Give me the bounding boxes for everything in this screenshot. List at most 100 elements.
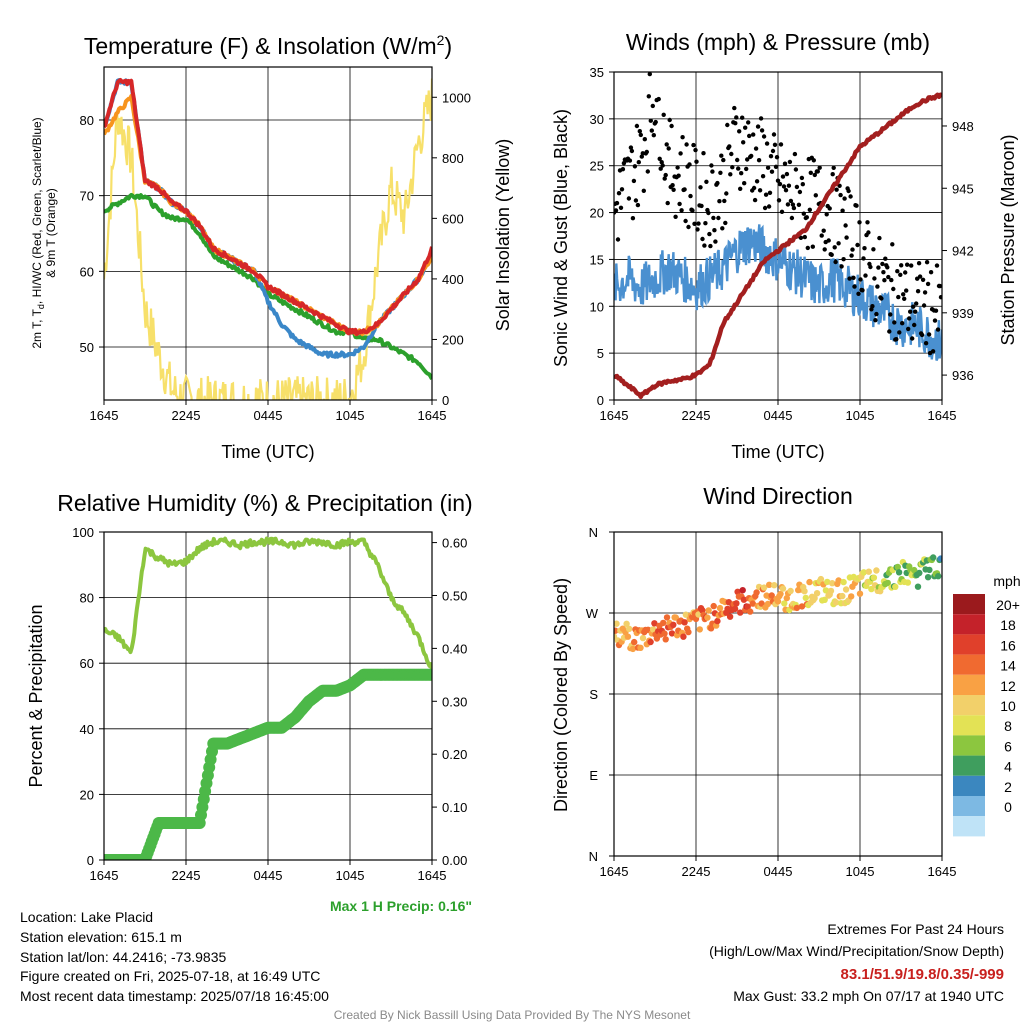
gust-point (701, 151, 706, 156)
gust-point (854, 203, 859, 208)
gust-point (841, 257, 846, 262)
temperature-ytick-label: 50 (80, 340, 94, 355)
gust-point (805, 245, 810, 251)
direction-point (802, 594, 809, 602)
gust-point (618, 205, 624, 210)
gust-point (863, 273, 868, 278)
precip-y2tick-label: 0.50 (442, 588, 467, 603)
winds-series (614, 72, 942, 400)
direction-point (798, 603, 806, 610)
direction-point (681, 619, 688, 626)
gust-point (896, 294, 901, 300)
gust-point (913, 309, 918, 314)
legend-swatch (953, 614, 985, 635)
gust-point (907, 316, 912, 321)
gust-point (722, 198, 727, 204)
gust-point (728, 172, 733, 177)
gust-point (842, 196, 847, 201)
gust-point (631, 178, 637, 184)
gust-point (871, 247, 876, 252)
winds-xtick-label: 0445 (764, 408, 793, 423)
gust-point (924, 260, 930, 265)
gust-point (759, 128, 765, 133)
direction-point (710, 602, 717, 610)
gust-point (656, 96, 661, 102)
direction-point (668, 630, 676, 637)
winds-ytick-label: 35 (590, 65, 604, 80)
gust-point (767, 190, 773, 195)
gust-point (737, 129, 742, 134)
gust-point (680, 135, 685, 140)
gust-point (637, 129, 642, 134)
temperature-ticks: 1645 2245 0445 1045 164550607080020040060080… (80, 90, 471, 423)
legend-swatch (953, 796, 985, 817)
direction-point (662, 636, 669, 643)
winds-xtick-label: 2245 (682, 408, 711, 423)
winds-ylabel-left: Sonic Wind & Gust (Blue, Black) (551, 109, 571, 367)
winds-ytick-label: 30 (590, 112, 604, 127)
gust-point (800, 182, 805, 187)
gust-point (811, 158, 816, 163)
gust-point (937, 283, 942, 289)
insolation-y2tick-label: 200 (442, 332, 464, 347)
temperature-panel-title: Temperature (F) & Insolation (W/m2) (84, 32, 452, 59)
gust-point (639, 154, 644, 159)
gust-point (829, 252, 834, 257)
gust-point (837, 183, 842, 188)
gust-point (673, 214, 678, 219)
gust-point (831, 165, 836, 170)
gust-point (833, 259, 838, 265)
direction-point (865, 568, 872, 575)
winds-xtick-label: 1045 (846, 408, 875, 423)
gust-point (646, 94, 651, 99)
direction-point (774, 598, 782, 605)
gust-point (906, 326, 911, 332)
temperature-ylabel-left-line1: 2m T, Td, HI/WC (Red, Green, Scarlet/Blu… (30, 117, 46, 348)
gust-point (765, 165, 771, 170)
temperature-xtick-label: 1645 (418, 408, 447, 423)
direction-point (625, 625, 633, 632)
precip-point (426, 668, 432, 681)
gust-point (787, 159, 793, 165)
gust-point (696, 221, 701, 226)
gust-point (857, 220, 862, 225)
gust-point (700, 236, 705, 242)
extremes-values: 83.1/51.9/19.8/0.35/-999 (841, 966, 1004, 983)
direction-point (663, 614, 671, 621)
gust-point (751, 132, 756, 137)
gust-point (769, 169, 775, 174)
legend-swatch (953, 654, 985, 675)
gust-point (879, 296, 884, 301)
legend-label: 16 (1000, 637, 1016, 653)
gust-point (648, 118, 653, 123)
gust-point (882, 278, 887, 283)
gust-point (772, 142, 778, 147)
gust-point (743, 125, 748, 130)
winds-ytick-label: 20 (590, 206, 604, 221)
gust-point (633, 198, 639, 203)
humidity-xtick-label: 1645 (418, 868, 447, 883)
station-latlon: Station lat/lon: 44.2416; -73.9835 (20, 949, 226, 965)
pressure-y2tick-label: 945 (952, 181, 974, 196)
direction-point (651, 620, 658, 627)
gust-point (692, 221, 697, 226)
gust-point (844, 235, 849, 240)
direction-point (822, 587, 830, 594)
gust-point (911, 304, 916, 309)
direction-point (672, 614, 679, 621)
temperature-xtick-label: 1045 (336, 408, 365, 423)
gust-point (753, 146, 759, 151)
direction-point (860, 569, 867, 576)
gust-point (850, 247, 855, 252)
gust-point (713, 239, 718, 244)
gust-point (779, 209, 785, 214)
gust-point (675, 165, 680, 170)
gust-point (718, 170, 723, 175)
gust-point (757, 188, 763, 193)
extremes-box: Extremes For Past 24 Hours (High/Low/Max… (709, 921, 1004, 1004)
winds-panel-title: Winds (mph) & Pressure (mb) (626, 29, 930, 55)
direction-point (629, 645, 637, 653)
temperature-series (104, 78, 432, 400)
gust-point (808, 170, 813, 175)
direction-point (914, 583, 922, 590)
